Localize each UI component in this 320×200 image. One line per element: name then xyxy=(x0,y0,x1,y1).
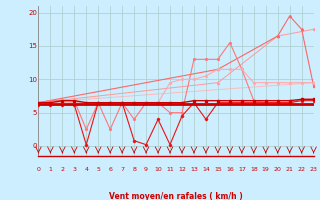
X-axis label: Vent moyen/en rafales ( km/h ): Vent moyen/en rafales ( km/h ) xyxy=(109,192,243,200)
